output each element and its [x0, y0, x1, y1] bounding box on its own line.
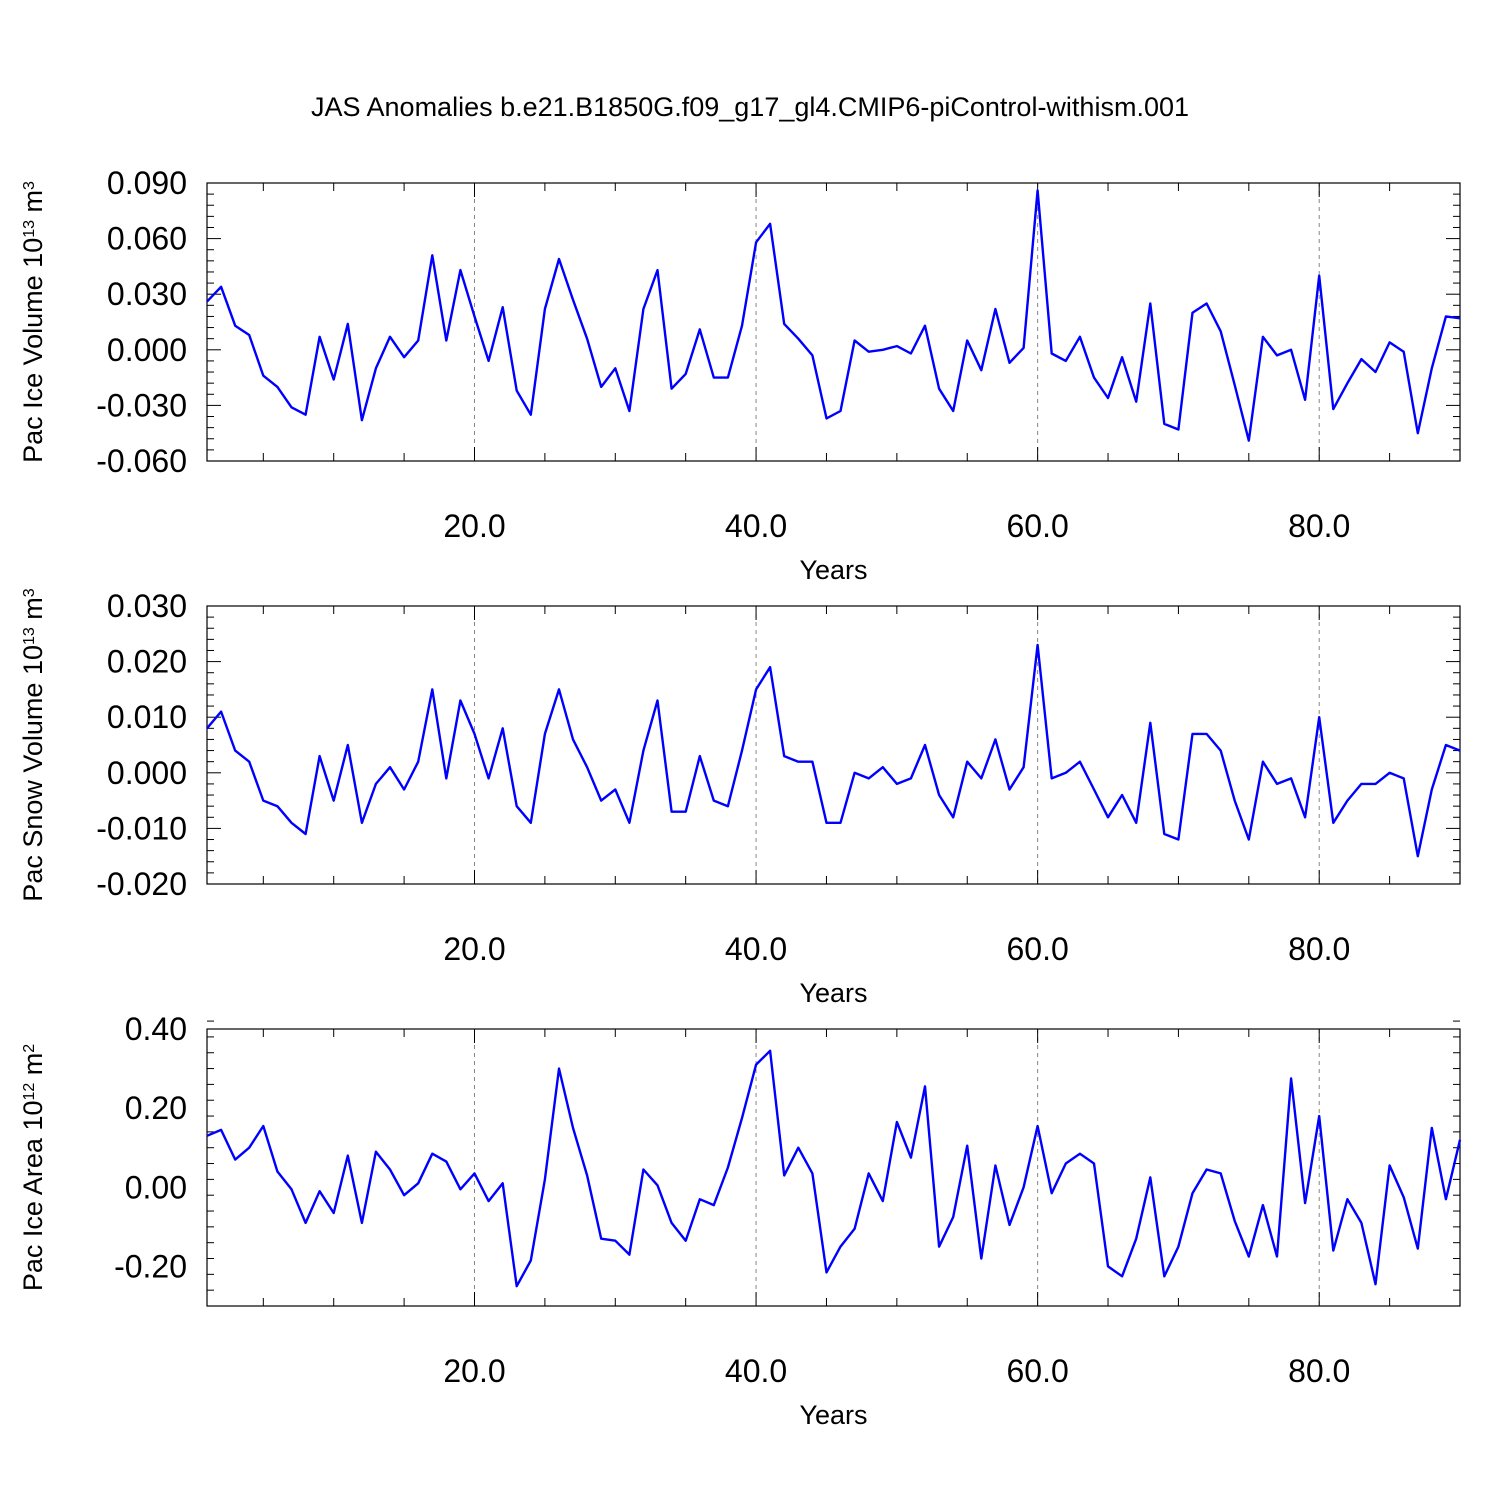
- chart-panel-1: -0.060 -0.030 0.000 0.030 0.060 0.090 20.0 40.0…: [18, 165, 1461, 585]
- y-tick-label: 0.40: [125, 1011, 187, 1047]
- y-tick-label: 0.090: [107, 165, 187, 201]
- x-tick-label: 20.0: [443, 508, 505, 544]
- y-tick-label: 0.030: [107, 588, 187, 624]
- y-axis-label-part: m: [18, 190, 48, 220]
- plot-frame: [206, 605, 1461, 885]
- y-axis-label-superscript: 13: [21, 220, 38, 238]
- x-tick-label: 60.0: [1006, 931, 1068, 967]
- plot-frame: [206, 182, 1461, 462]
- series-line: [206, 1049, 1462, 1288]
- x-tick-label: 80.0: [1288, 931, 1350, 967]
- y-axis-label-superscript: 12: [21, 1083, 38, 1101]
- chart-panel-2: -0.020 -0.010 0.000 0.010 0.020 0.030 20.0 40.0…: [18, 588, 1461, 1008]
- y-tick-label: -0.030: [96, 387, 187, 423]
- y-axis-label-part: m: [18, 597, 48, 627]
- y-axis-label-part: Pac Snow Volume 10: [18, 645, 48, 902]
- x-tick-label: 60.0: [1006, 508, 1068, 544]
- y-axis-label-superscript: 2: [21, 1044, 38, 1053]
- y-tick-label: 0.20: [125, 1090, 187, 1126]
- y-tick-label: 0.00: [125, 1169, 187, 1205]
- x-axis-label: Years: [799, 978, 867, 1008]
- x-tick-label: 40.0: [725, 1353, 787, 1389]
- y-tick-label: 0.000: [107, 755, 187, 791]
- y-axis-label: Pac Snow Volume 1013 m3: [18, 588, 48, 901]
- x-axis-label: Years: [799, 1400, 867, 1430]
- y-axis-label-part: Pac Ice Area 10: [18, 1101, 48, 1292]
- y-tick-label: -0.20: [114, 1248, 187, 1284]
- x-tick-label: 80.0: [1288, 508, 1350, 544]
- series-line: [206, 189, 1461, 442]
- y-tick-label: -0.060: [96, 443, 187, 479]
- y-axis-label-part: Pac Ice Volume 10: [18, 238, 48, 463]
- y-axis-label: Pac Ice Volume 1013 m3: [18, 181, 48, 463]
- x-tick-label: 80.0: [1288, 1353, 1350, 1389]
- y-tick-label: -0.020: [96, 866, 187, 902]
- chart-panel-3: -0.20 0.00 0.20 0.40 20.0 40.0 60.0 80.0 Years Pa…: [18, 1011, 1462, 1430]
- y-tick-label: 0.060: [107, 221, 187, 257]
- y-tick-label: 0.000: [107, 332, 187, 368]
- x-axis-label: Years: [799, 555, 867, 585]
- y-axis-label: Pac Ice Area 1012 m2: [18, 1044, 48, 1291]
- y-tick-label: 0.030: [107, 276, 187, 312]
- x-tick-label: 40.0: [725, 508, 787, 544]
- x-tick-label: 40.0: [725, 931, 787, 967]
- x-tick-label: 20.0: [443, 931, 505, 967]
- y-tick-label: 0.010: [107, 699, 187, 735]
- x-tick-label: 60.0: [1006, 1353, 1068, 1389]
- y-axis-label-superscript: 3: [21, 181, 38, 190]
- y-axis-label-part: m: [18, 1053, 48, 1083]
- page-title: JAS Anomalies b.e21.B1850G.f09_g17_gl4.C…: [311, 92, 1189, 122]
- y-axis-label-superscript: 13: [21, 627, 38, 645]
- plot-frame: [206, 1028, 1461, 1307]
- y-tick-label: -0.010: [96, 810, 187, 846]
- y-tick-label: 0.020: [107, 644, 187, 680]
- y-axis-label-superscript: 3: [21, 588, 38, 597]
- series-line: [206, 643, 1461, 858]
- x-tick-label: 20.0: [443, 1353, 505, 1389]
